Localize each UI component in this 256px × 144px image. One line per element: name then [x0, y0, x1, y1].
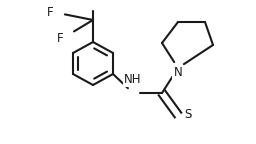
Text: N: N — [174, 67, 182, 79]
Text: NH: NH — [124, 73, 142, 86]
Text: S: S — [184, 108, 191, 122]
Text: F: F — [46, 6, 53, 19]
Text: F: F — [57, 32, 64, 44]
